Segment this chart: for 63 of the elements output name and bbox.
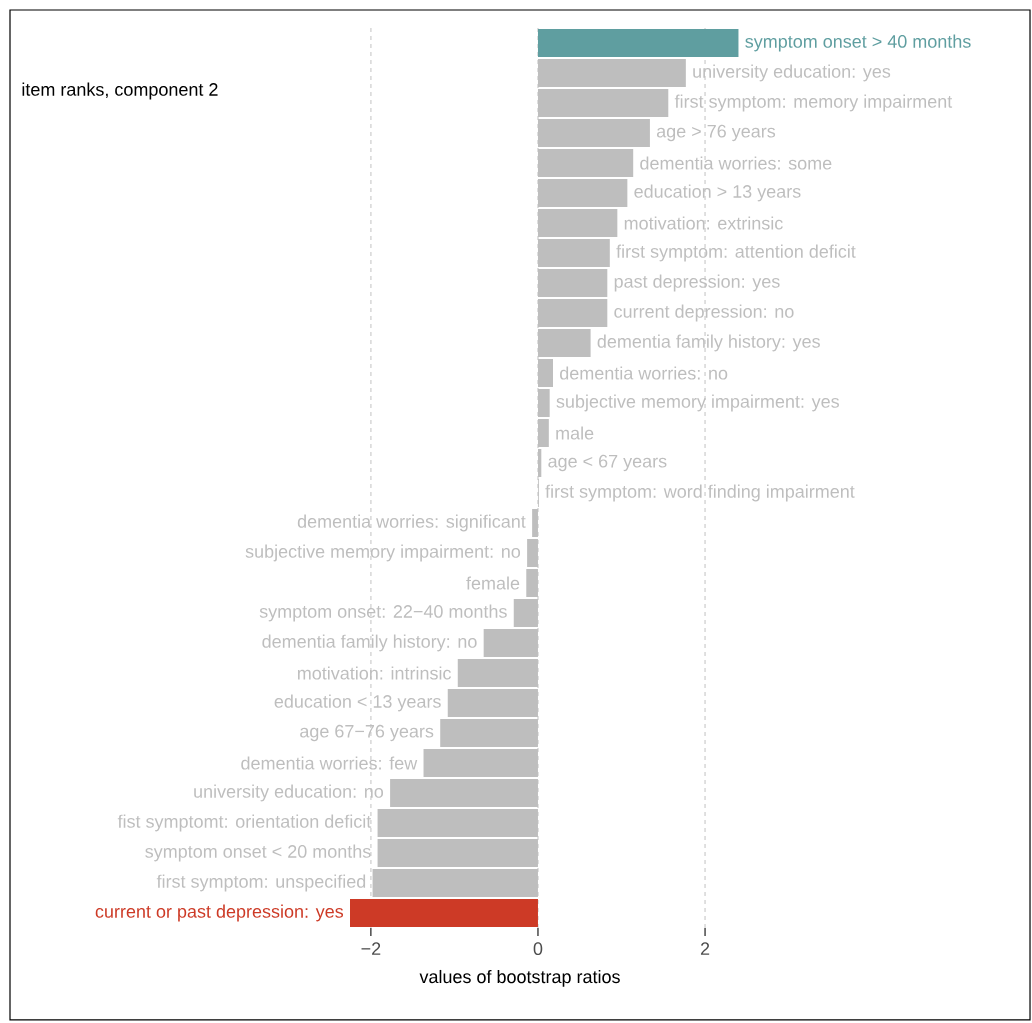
- bar: [537, 329, 591, 358]
- bar: [537, 359, 554, 388]
- bar: [526, 569, 538, 598]
- bar: [350, 899, 538, 928]
- y-tick-label: male: [556, 426, 594, 440]
- y-tick-label: first symptom: attention deficit: [616, 244, 856, 262]
- y-tick-label: dementia family history: yes: [597, 334, 820, 352]
- bar: [377, 839, 538, 868]
- y-tick-label: dementia worries: few: [241, 756, 418, 770]
- bar: [537, 89, 669, 118]
- y-tick-label: fist symptomt: orientation deficit: [117, 814, 372, 832]
- x-tick-label: 0: [533, 942, 543, 956]
- bar: [440, 719, 538, 748]
- x-tick-label: −2: [361, 942, 381, 956]
- bar: [537, 389, 550, 418]
- y-tick-label: dementia worries: some: [640, 156, 832, 170]
- y-tick-label: age < 67 years: [548, 455, 667, 472]
- y-tick-label: symptom onset > 40 months: [745, 34, 971, 52]
- bar: [532, 509, 538, 538]
- y-tick-label: motivation: extrinsic: [624, 216, 783, 230]
- y-tick-label: current depression: no: [614, 304, 794, 322]
- bar: [537, 269, 608, 298]
- y-tick-label: first symptom: word finding impairment: [545, 484, 855, 502]
- bar: [537, 59, 686, 88]
- bar: [377, 809, 538, 838]
- text: item ranks, component 2: [22, 82, 218, 100]
- y-tick-label: education < 13 years: [274, 694, 441, 712]
- y-tick-label: university education: yes: [693, 64, 891, 82]
- y-tick-label: subjective memory impairment: yes: [556, 394, 839, 412]
- x-axis-title: values of bootstrap ratios: [419, 970, 620, 987]
- y-tick-label: current or past depression: yes: [95, 904, 344, 922]
- y-tick-label: dementia worries: no: [560, 366, 728, 380]
- y-tick-label: female: [466, 576, 520, 590]
- bar: [513, 599, 538, 628]
- y-tick-label: symptom onset: 22−40 months: [259, 604, 507, 622]
- bar: [537, 149, 634, 178]
- bar: [447, 689, 538, 718]
- y-tick-label: dementia worries: significant: [297, 514, 526, 532]
- bar: [537, 29, 739, 58]
- y-tick-label: symptom onset < 20 months: [145, 844, 371, 862]
- y-tick-label: university education: no: [194, 784, 384, 802]
- y-tick-label: age > 76 years: [656, 125, 776, 142]
- bar: [390, 779, 538, 808]
- y-tick-label: age 67−76 years: [300, 725, 434, 742]
- bar: [537, 419, 549, 448]
- y-tick-label: first symptom: unspecified: [156, 874, 366, 892]
- y-tick-label: first symptom: memory impairment: [674, 94, 953, 112]
- bar: [537, 299, 608, 328]
- y-tick-label: subjective memory impairment: no: [245, 544, 521, 562]
- bar: [527, 539, 538, 568]
- y-tick-label: motivation: intrinsic: [297, 666, 452, 680]
- x-tick-label: 2: [700, 942, 710, 956]
- bar: [423, 749, 538, 778]
- y-tick-label: past depression: yes: [614, 274, 780, 292]
- bar: [537, 119, 650, 148]
- y-tick-label: education > 13 years: [634, 184, 801, 202]
- bar: [372, 869, 538, 898]
- bar: [537, 239, 610, 268]
- bar: [483, 629, 538, 658]
- bar: [537, 179, 628, 208]
- bar: [457, 659, 538, 688]
- bar: [537, 209, 618, 238]
- y-tick-label: dementia family history: no: [262, 634, 477, 652]
